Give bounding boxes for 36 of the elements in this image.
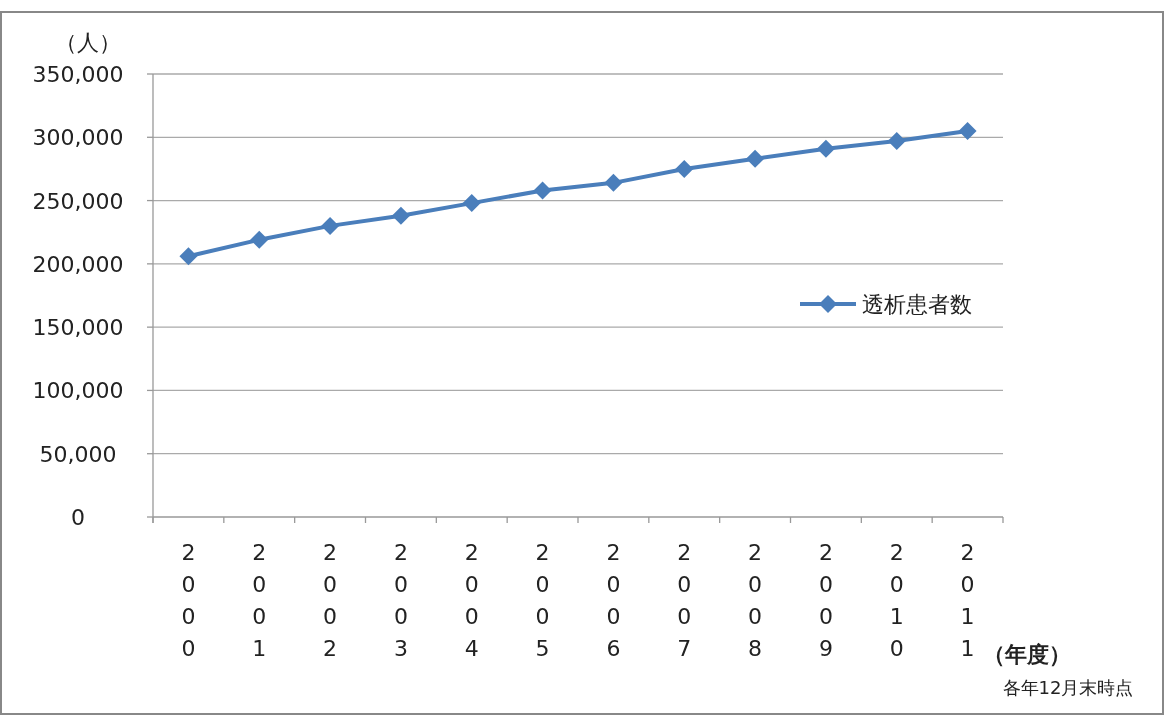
y-tick-label: 0	[71, 505, 85, 530]
x-tick-label: 2007	[677, 540, 692, 661]
y-tick-label: 50,000	[39, 441, 117, 467]
y-tick-label: 350,000	[32, 62, 124, 87]
x-axis-title: （年度）	[983, 642, 1071, 667]
text: 各年12月末時点	[1002, 677, 1134, 698]
point	[958, 121, 977, 140]
point	[746, 149, 765, 168]
y-tick-label: 150,000	[32, 315, 124, 341]
y-tick-label: 300,000	[32, 125, 124, 151]
x-tick-label: 2000	[181, 540, 196, 661]
x-tick-label: 2009	[818, 540, 833, 661]
point	[533, 181, 552, 200]
legend-label: 透析患者数	[862, 292, 972, 317]
x-tick-label: 2011	[960, 540, 975, 661]
x-tick-label: 2003	[393, 540, 408, 661]
point	[604, 173, 623, 192]
point	[675, 159, 694, 178]
x-tick-label: 2001	[252, 540, 267, 661]
point	[321, 216, 340, 235]
point	[179, 247, 198, 266]
point	[887, 132, 906, 151]
y-tick-label: 100,000	[32, 378, 124, 404]
x-tick-label: 2006	[606, 540, 621, 661]
point	[391, 206, 410, 225]
x-tick-label: 2008	[748, 540, 763, 661]
y-axis-title: （人）	[55, 30, 121, 55]
point	[250, 230, 269, 249]
x-tick-label: 2010	[889, 540, 904, 661]
x-tick-label: 2002	[323, 540, 338, 661]
y-tick-label: 200,000	[32, 251, 124, 277]
point	[462, 194, 481, 213]
point	[816, 139, 835, 158]
x-tick-label: 2005	[535, 540, 550, 661]
x-tick-label: 2004	[464, 540, 479, 661]
y-tick-label: 250,000	[32, 188, 124, 214]
